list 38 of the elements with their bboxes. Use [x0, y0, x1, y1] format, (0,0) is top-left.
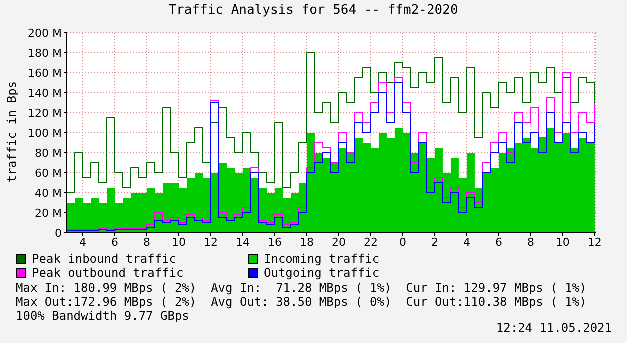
x-tick-label: 8 — [527, 236, 534, 249]
x-tick-label: 2 — [431, 236, 438, 249]
x-tick-label: 12 — [588, 236, 602, 249]
text: Max In: 180.99 MBps ( 2%) Avg In: 71.28 MBps ( 1%) Cur In: 129.97 MBps ( 1%) — [16, 281, 588, 295]
chart-title: Traffic Analysis for 564 -- ffm2-2020 — [168, 3, 460, 18]
x-tick-label: 18 — [300, 236, 314, 249]
x-tick-label: 20 — [332, 236, 346, 249]
y-tick-label: 60 M — [35, 166, 62, 180]
text: Max Out:172.96 MBps ( 2%) Avg Out: 38.50 MBps ( 0%) Cur Out:110.38 MBps ( 1%) — [16, 295, 588, 309]
y-tick-label: 100 M — [28, 126, 62, 140]
y-tick-label: 200 M — [28, 26, 62, 40]
y-tick-label: 20 M — [35, 206, 62, 220]
y-tick-label: 120 M — [28, 106, 62, 120]
legend-label: Peak inbound traffic — [32, 252, 176, 266]
legend-label: Peak outbound traffic — [32, 266, 184, 280]
legend-label: Incoming traffic — [264, 252, 380, 266]
x-tick-label: 4 — [463, 236, 470, 249]
y-tick-label: 0 — [55, 226, 62, 240]
text: 100% Bandwidth 9.77 GBps — [16, 309, 190, 323]
x-tick-label: 12 — [204, 236, 218, 249]
x-tick-label: 4 — [80, 236, 86, 249]
y-axis-title: traffic in Bps — [5, 80, 19, 185]
x-tick-label: 8 — [143, 236, 150, 249]
y-tick-label: 160 M — [28, 66, 62, 80]
x-tick-label: 10 — [172, 236, 186, 249]
x-tick-label: 0 — [399, 236, 406, 249]
x-tick-label: 16 — [268, 236, 282, 249]
x-tick-label: 6 — [495, 236, 502, 249]
x-tick-label: 10 — [556, 236, 570, 249]
y-tick-label: 40 M — [35, 186, 62, 200]
x-tick-label: 6 — [111, 236, 118, 249]
legend-label: Outgoing traffic — [264, 266, 380, 280]
y-tick-label: 80 M — [35, 146, 62, 160]
x-tick-label: 22 — [364, 236, 378, 249]
y-tick-label: 140 M — [28, 86, 62, 100]
x-tick-label: 14 — [236, 236, 250, 249]
y-tick-label: 180 M — [28, 46, 62, 60]
text: 12:24 11.05.2021 — [496, 321, 612, 335]
